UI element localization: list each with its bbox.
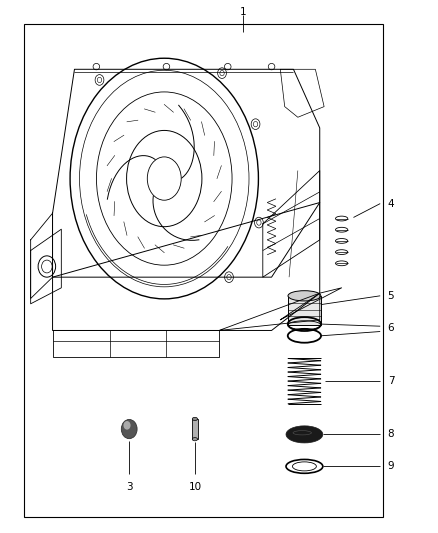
Ellipse shape	[293, 462, 316, 471]
Text: 1: 1	[240, 7, 247, 17]
Ellipse shape	[192, 438, 198, 441]
Text: 4: 4	[388, 199, 394, 208]
Bar	[192, 419, 198, 439]
Text: 7: 7	[388, 376, 394, 386]
Text: 9: 9	[388, 462, 394, 471]
Circle shape	[124, 421, 131, 430]
Text: 8: 8	[388, 430, 394, 439]
Circle shape	[121, 419, 137, 439]
Ellipse shape	[288, 290, 321, 301]
Text: 3: 3	[126, 482, 133, 492]
Ellipse shape	[286, 426, 323, 443]
Ellipse shape	[192, 417, 198, 421]
Bar	[24, 24, 383, 517]
Text: 5: 5	[388, 291, 394, 301]
FancyBboxPatch shape	[288, 296, 321, 325]
Text: 6: 6	[388, 323, 394, 333]
Text: 10: 10	[188, 482, 201, 492]
